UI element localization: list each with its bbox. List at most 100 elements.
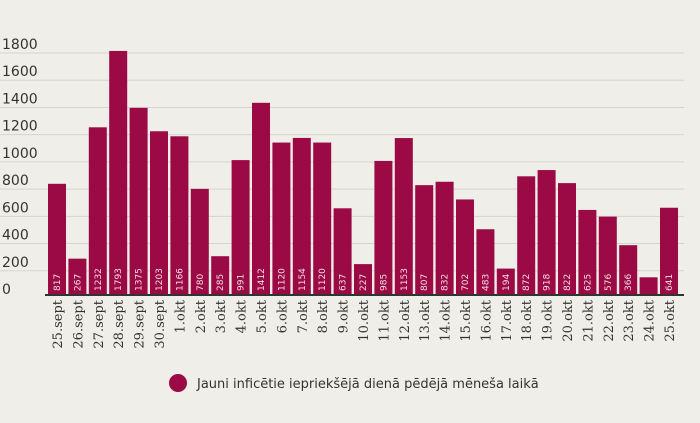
bar <box>517 176 536 295</box>
x-tick-label: 18.okt <box>520 299 535 341</box>
data-label: 1154 <box>298 268 308 291</box>
data-label: 267 <box>73 274 83 291</box>
bar <box>374 160 393 295</box>
y-tick-label: 200 <box>2 255 29 271</box>
data-label: 1120 <box>318 268 328 291</box>
bar <box>333 208 352 295</box>
y-tick-label: 1000 <box>2 146 38 162</box>
data-label: 872 <box>522 274 532 291</box>
bar <box>129 107 148 295</box>
x-tick-label: 24.okt <box>643 299 658 341</box>
bar <box>558 183 576 295</box>
x-tick-label: 10.okt <box>357 299 372 341</box>
bars: 817 267 1232 1793 1375 1203 1166 780 285 991 1412 1… <box>48 50 678 296</box>
x-tick-label: 27.sept <box>92 299 107 348</box>
x-tick-label: 12.okt <box>398 299 413 341</box>
bar <box>415 185 434 295</box>
bar <box>496 268 515 295</box>
bar <box>231 160 250 295</box>
bar <box>394 138 413 295</box>
bar <box>619 245 638 295</box>
y-tick-label: 400 <box>2 228 29 244</box>
bar <box>190 188 209 295</box>
data-label: 1153 <box>400 268 410 291</box>
x-tick-label: 25.sept <box>51 299 66 348</box>
data-label: 702 <box>461 274 471 291</box>
data-label: 832 <box>441 274 451 291</box>
x-tick-label: 9.okt <box>337 299 352 333</box>
x-tick-label: 20.okt <box>561 299 576 341</box>
x-tick-label: 6.okt <box>275 299 290 333</box>
bar <box>354 264 372 295</box>
y-tick-label: 1200 <box>2 119 38 135</box>
x-tick-label: 29.sept <box>133 299 148 348</box>
data-label: 641 <box>665 274 675 291</box>
data-label: 1203 <box>155 268 165 291</box>
bar <box>170 136 189 295</box>
y-tick-label: 800 <box>2 173 29 189</box>
bar <box>150 131 168 295</box>
data-label: 625 <box>583 274 593 291</box>
bar <box>109 50 128 296</box>
x-tick-label: 5.okt <box>255 299 270 333</box>
x-tick-label: 16.okt <box>479 299 494 341</box>
data-label: 985 <box>379 274 389 291</box>
x-tick-label: 11.okt <box>377 299 392 341</box>
data-label: 918 <box>543 274 553 291</box>
bar <box>578 209 597 295</box>
x-tick-label: 23.okt <box>622 299 637 341</box>
x-tick-label: 28.sept <box>112 299 127 348</box>
bar <box>435 181 454 295</box>
x-tick-label: 7.okt <box>296 299 311 333</box>
x-tick-label: 30.sept <box>153 299 168 348</box>
bar <box>68 258 87 295</box>
data-label: 576 <box>604 274 614 291</box>
data-label: 817 <box>53 274 63 291</box>
bar <box>48 183 66 295</box>
x-tick-label: 25.okt <box>663 299 678 341</box>
data-label: 637 <box>339 274 349 291</box>
data-label: 227 <box>359 274 369 291</box>
x-tick-label: 2.okt <box>194 299 209 333</box>
x-tick-label: 3.okt <box>214 299 229 333</box>
data-label: 807 <box>420 274 430 291</box>
data-label: 822 <box>563 274 573 291</box>
bar <box>598 216 617 295</box>
legend: Jauni inficētie iepriekšējā dienā pēdējā… <box>169 374 539 392</box>
x-tick-label: 8.okt <box>316 299 331 333</box>
data-label: 1412 <box>257 268 267 291</box>
x-tick-label: 13.okt <box>418 299 433 341</box>
x-tick-label: 21.okt <box>581 299 596 341</box>
bar <box>252 102 270 295</box>
y-tick-label: 1400 <box>2 91 38 107</box>
y-tick-label: 1600 <box>2 64 38 80</box>
bar <box>313 142 332 295</box>
x-tick-label: 17.okt <box>500 299 515 341</box>
data-label: 194 <box>502 274 512 291</box>
x-tick-label: 19.okt <box>541 299 556 341</box>
x-tick-label: 4.okt <box>235 299 250 333</box>
bar <box>537 170 556 295</box>
x-tick-label: 26.sept <box>71 299 86 348</box>
legend-swatch <box>169 374 187 392</box>
x-tick-label: 22.okt <box>602 299 617 341</box>
data-label: 1120 <box>277 268 287 291</box>
bar <box>660 207 678 295</box>
bar <box>639 277 658 295</box>
bar <box>211 256 230 295</box>
y-tick-label: 600 <box>2 200 29 216</box>
data-label: 1793 <box>114 268 124 291</box>
bar <box>292 137 311 295</box>
data-label: 1375 <box>135 268 145 291</box>
data-label: 285 <box>216 274 226 291</box>
legend-label: Jauni inficētie iepriekšējā dienā pēdējā… <box>196 377 539 392</box>
y-tick-label: 1800 <box>2 37 38 53</box>
bar <box>88 127 107 295</box>
data-label: 366 <box>624 274 634 291</box>
y-axis-ticks: 0 200 400 600 800 1000 1200 1400 1600 1800 <box>2 37 38 298</box>
data-label: 780 <box>196 274 206 291</box>
data-label: 991 <box>237 274 247 291</box>
data-label: 1166 <box>175 268 185 291</box>
bar <box>272 142 291 295</box>
